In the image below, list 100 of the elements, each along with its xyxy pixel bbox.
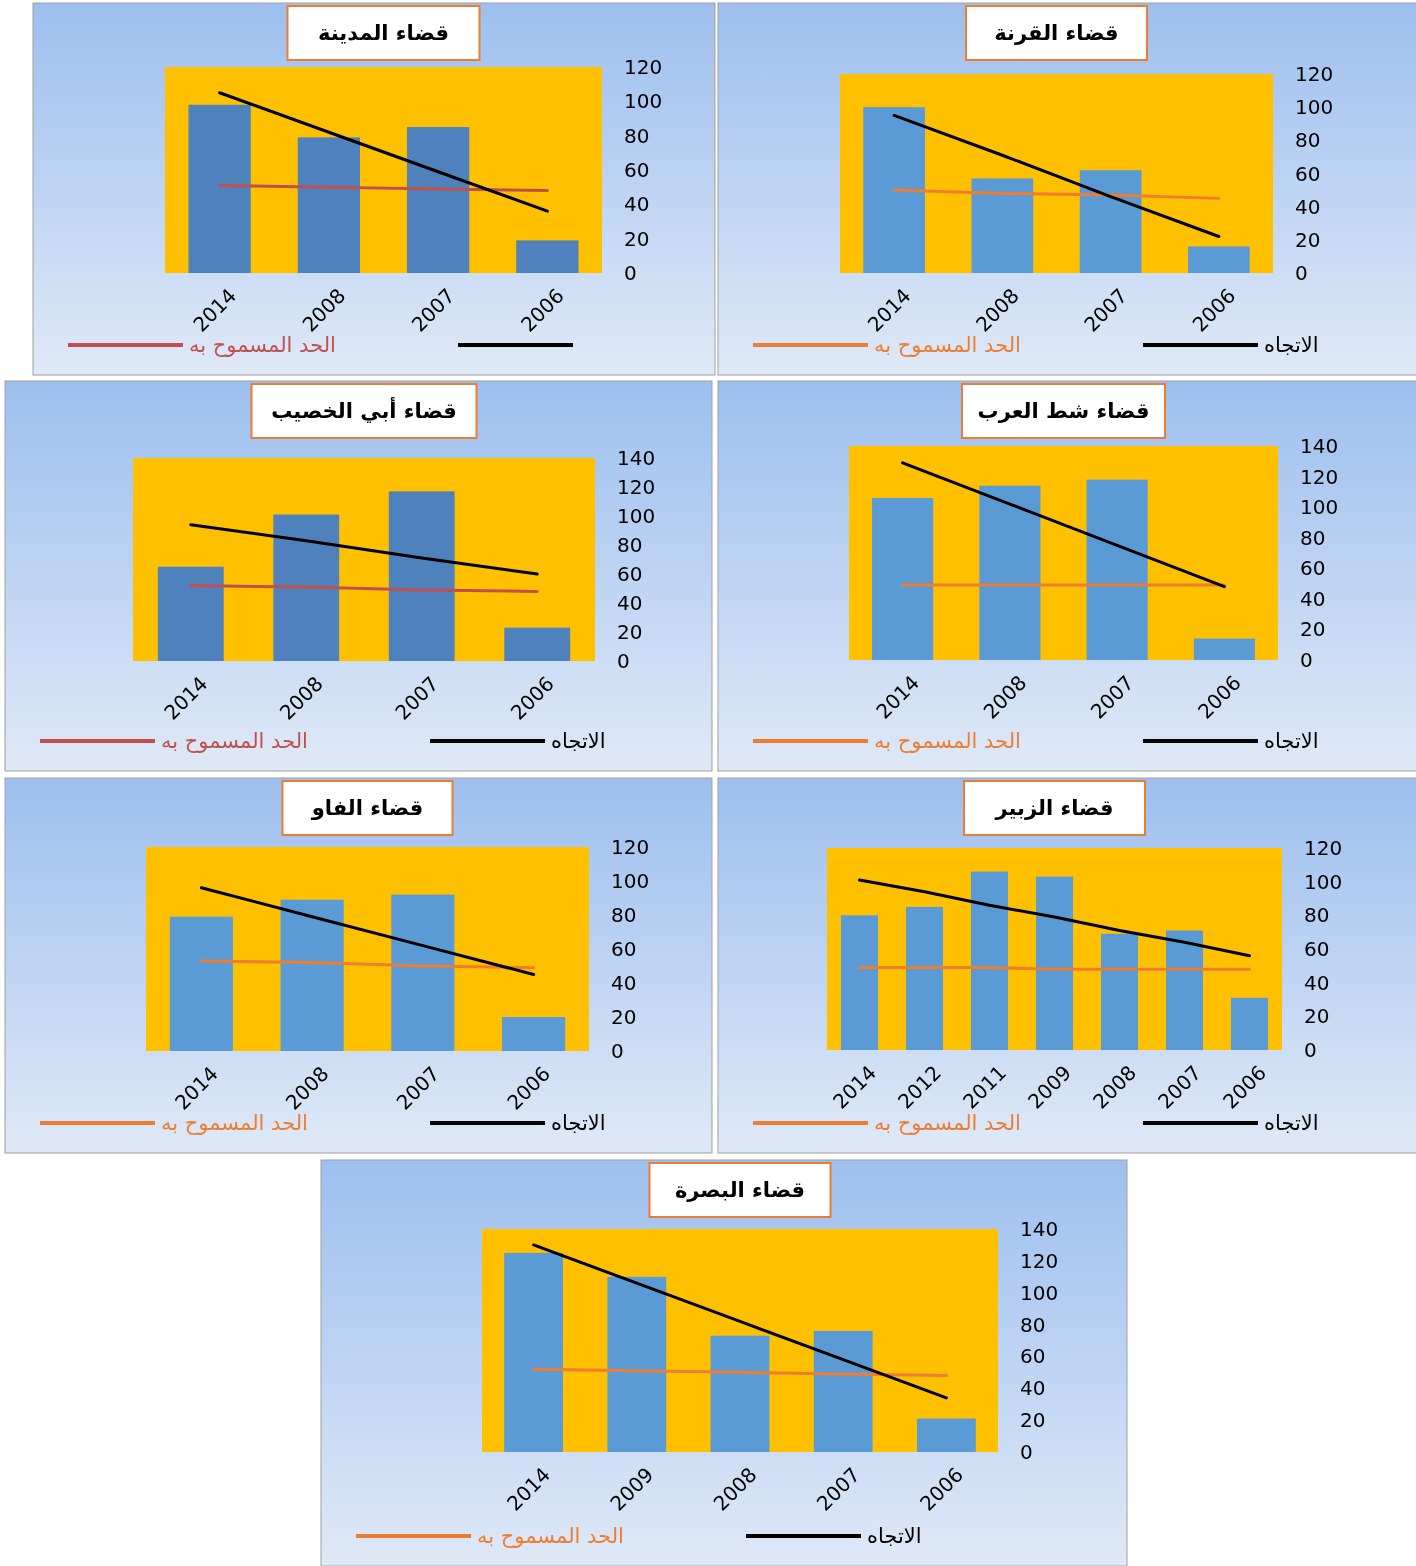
bar [516, 240, 579, 273]
bar [905, 906, 944, 1050]
bar [1035, 876, 1074, 1050]
bar [1165, 930, 1204, 1050]
bar [872, 497, 934, 660]
text: الحد المسموح به [874, 729, 1021, 753]
bar [970, 871, 1009, 1050]
bar [979, 485, 1041, 660]
y-tick-label: 60 [624, 158, 650, 182]
text: الاتجاه [867, 1524, 922, 1548]
line-series [189, 523, 539, 576]
y-tick-label: 0 [1300, 648, 1313, 672]
y-tick-label: 20 [611, 1005, 637, 1029]
bar [1188, 246, 1250, 273]
line-series [532, 1243, 948, 1400]
bar [273, 514, 340, 661]
y-tick-label: 0 [1020, 1440, 1033, 1464]
y-tick-label: 120 [1295, 62, 1334, 86]
chart-title: قضاء البصرة [674, 1178, 806, 1202]
y-tick-label: 60 [1300, 556, 1326, 581]
text: الحد المسموح به [161, 729, 308, 753]
bar [1086, 479, 1148, 660]
chart-title: قضاء الزبير [994, 796, 1114, 820]
y-tick-label: 20 [617, 620, 643, 644]
bar [504, 1252, 564, 1452]
chart-title: قضاء شط العرب [977, 399, 1150, 423]
text: الحد المسموح به [161, 1111, 308, 1135]
y-tick-label: 100 [611, 869, 650, 893]
y-tick-label: 40 [1300, 586, 1326, 611]
y-tick-label: 120 [624, 55, 663, 79]
line-series [892, 188, 1221, 200]
bar [813, 1330, 873, 1452]
y-tick-label: 120 [1020, 1248, 1059, 1273]
y-tick-label: 20 [1020, 1408, 1046, 1433]
bar [1100, 933, 1139, 1050]
y-tick-label: 80 [1304, 903, 1330, 928]
chart-title: قضاء الفاو [310, 796, 424, 820]
text: الاتجاه [551, 1111, 606, 1135]
line-series [892, 113, 1221, 239]
line-series [858, 878, 1251, 958]
y-tick-label: 0 [617, 649, 630, 673]
y-tick-label: 60 [1304, 937, 1330, 961]
y-tick-label: 60 [1295, 161, 1321, 186]
line-series [532, 1367, 948, 1378]
text: الحد المسموح به [874, 1111, 1021, 1135]
bar [1079, 170, 1142, 273]
y-tick-label: 100 [1295, 95, 1334, 120]
chart-title: قضاء المدينة [318, 21, 449, 45]
y-tick-label: 40 [1020, 1376, 1046, 1401]
y-tick-label: 100 [624, 89, 663, 114]
bar [391, 894, 455, 1051]
text: الاتجاه [1264, 1111, 1319, 1135]
y-tick-label: 120 [1300, 464, 1339, 489]
y-tick-label: 60 [611, 937, 637, 961]
y-tick-label: 20 [1304, 1004, 1330, 1029]
y-tick-label: 80 [611, 903, 637, 927]
y-tick-label: 40 [1304, 970, 1330, 995]
bar [297, 137, 361, 273]
y-tick-label: 40 [1295, 194, 1321, 219]
line-series [218, 91, 549, 213]
bar [504, 627, 571, 661]
text: الاتجاه [1264, 729, 1319, 753]
y-tick-label: 40 [611, 971, 637, 995]
y-tick-label: 20 [1300, 617, 1326, 642]
y-tick-label: 120 [617, 475, 656, 499]
y-tick-label: 100 [1300, 495, 1339, 520]
text: الاتجاه [551, 729, 606, 753]
bar [863, 107, 925, 273]
y-tick-label: 80 [617, 533, 643, 557]
bar [502, 1017, 566, 1051]
y-tick-label: 0 [1295, 261, 1308, 285]
chart-title: قضاء القرنة [994, 21, 1119, 45]
y-tick-label: 100 [617, 504, 656, 528]
bar [971, 178, 1034, 273]
text: الاتجاه [1264, 333, 1319, 357]
bar [280, 899, 344, 1051]
line-series [199, 959, 536, 970]
y-tick-label: 140 [1020, 1217, 1059, 1241]
y-tick-label: 80 [624, 123, 650, 148]
y-tick-label: 40 [617, 591, 643, 615]
chart-title: قضاء أبي الخصيب [271, 396, 457, 423]
bar [916, 1418, 976, 1452]
bar [406, 127, 470, 273]
line-series [199, 886, 536, 976]
y-tick-label: 80 [1020, 1312, 1046, 1337]
y-tick-label: 60 [617, 562, 643, 586]
text: الحد المسموح به [874, 333, 1021, 357]
y-tick-label: 140 [617, 446, 656, 470]
y-tick-label: 0 [624, 261, 637, 285]
y-tick-label: 120 [611, 835, 650, 859]
y-tick-label: 20 [1295, 227, 1321, 252]
text: الحد المسموح به [189, 333, 336, 357]
text: الحد المسموح به [477, 1524, 624, 1548]
bar [1193, 638, 1255, 660]
bar [840, 915, 879, 1050]
line-series [901, 461, 1226, 589]
y-tick-label: 80 [1300, 525, 1326, 550]
bar [710, 1335, 770, 1452]
y-tick-label: 80 [1295, 128, 1321, 153]
bar [607, 1276, 667, 1452]
